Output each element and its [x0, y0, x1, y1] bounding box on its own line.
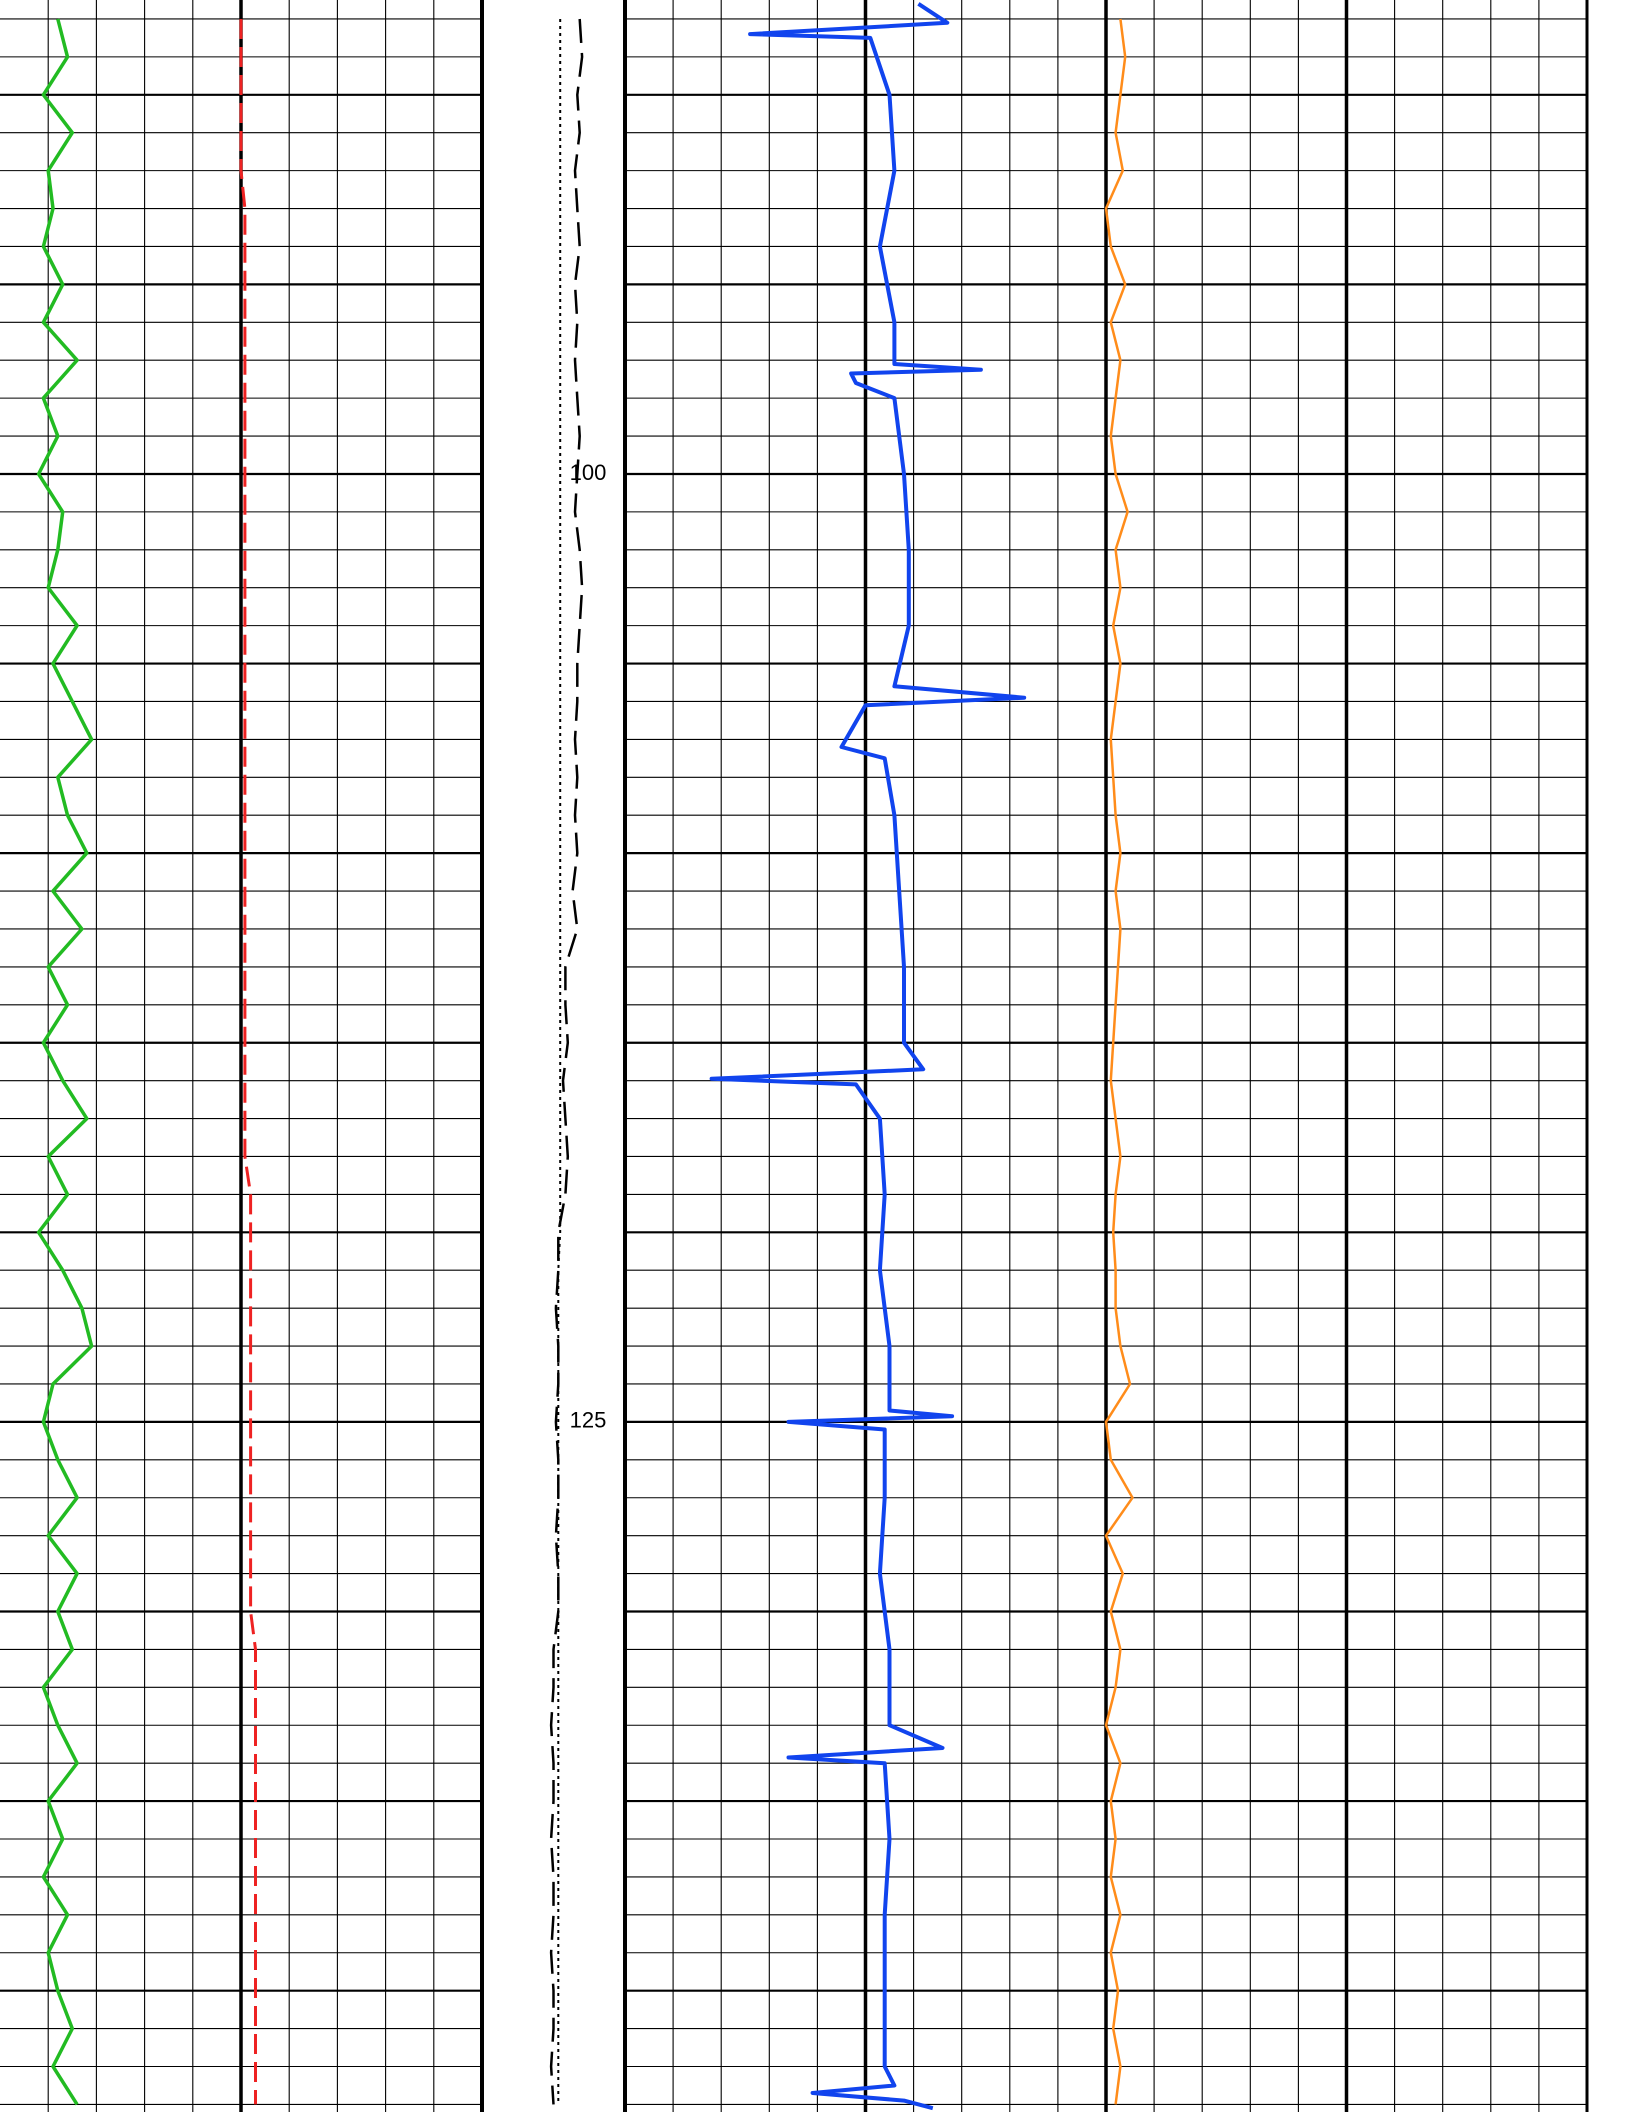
log-curve	[549, 18, 584, 2105]
grid	[0, 0, 1587, 2112]
log-curve	[709, 2, 1027, 2111]
log-curve	[1104, 18, 1134, 2105]
log-curve	[557, 19, 562, 2105]
depth-label: 125	[570, 1408, 607, 1433]
log-curve	[239, 19, 257, 2105]
log-curve	[36, 18, 94, 2106]
depth-label: 100	[570, 460, 607, 485]
